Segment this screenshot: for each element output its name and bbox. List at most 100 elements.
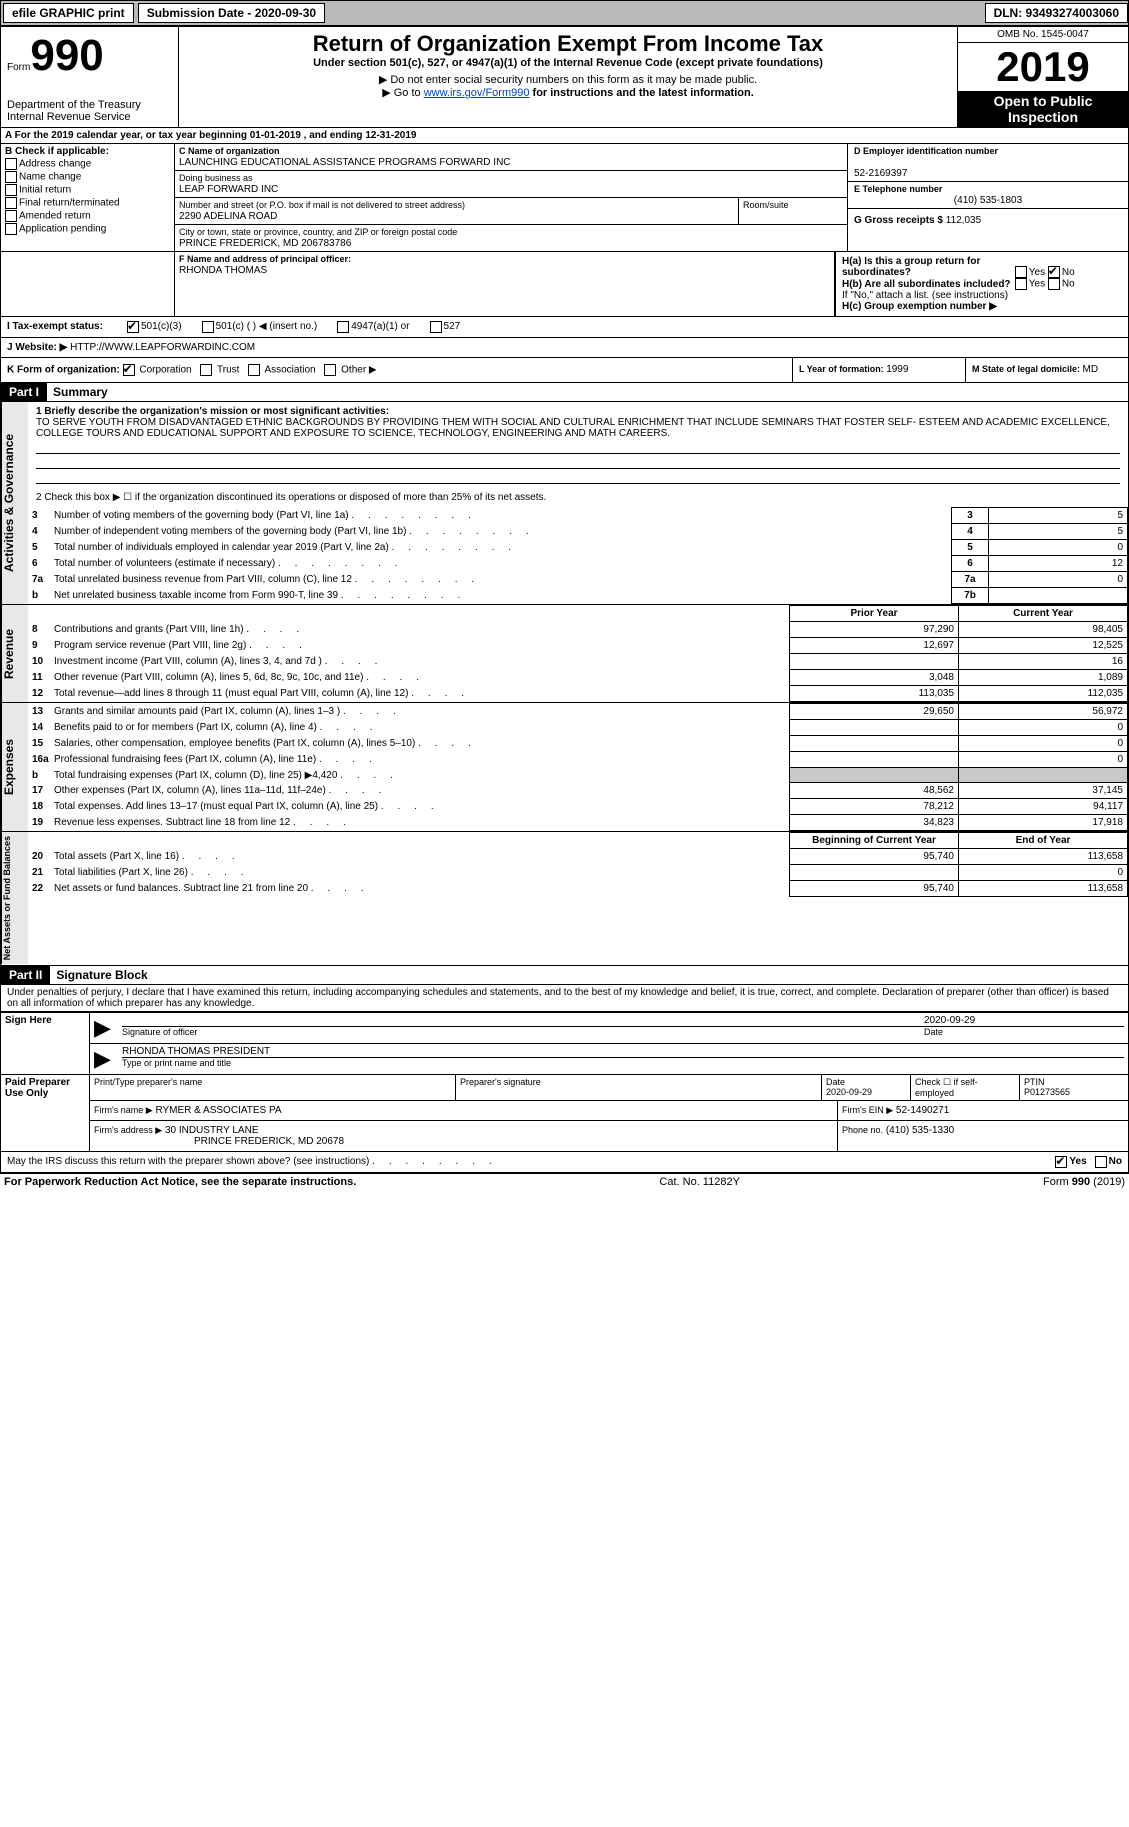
lbl-501c3: 501(c)(3) bbox=[141, 321, 182, 333]
boxk-label: K Form of organization: bbox=[7, 365, 120, 376]
cb-assoc[interactable] bbox=[248, 364, 260, 376]
footer-left: For Paperwork Reduction Act Notice, see … bbox=[4, 1176, 356, 1188]
cb-app-pending[interactable] bbox=[5, 223, 17, 235]
instructions-link[interactable]: www.irs.gov/Form990 bbox=[424, 87, 530, 99]
tax-year: 2019 bbox=[958, 43, 1128, 91]
firm-ein-value: 52-1490271 bbox=[896, 1105, 949, 1116]
discuss-label: May the IRS discuss this return with the… bbox=[7, 1156, 1055, 1168]
lbl-assoc: Association bbox=[264, 365, 315, 376]
cb-ha-yes[interactable] bbox=[1015, 266, 1027, 278]
gov-row: 7aTotal unrelated business revenue from … bbox=[28, 572, 1128, 588]
table-row: 21Total liabilities (Part X, line 26)0 bbox=[28, 865, 1128, 881]
cb-name-change[interactable] bbox=[5, 171, 17, 183]
firm-phone-label: Phone no. bbox=[842, 1125, 883, 1135]
hb-row: H(b) Are all subordinates included? Yes … bbox=[842, 278, 1122, 290]
footer-right: Form 990 (2019) bbox=[1043, 1176, 1125, 1188]
gov-table: 3Number of voting members of the governi… bbox=[28, 507, 1128, 604]
vlabel-netassets: Net Assets or Fund Balances bbox=[1, 832, 28, 964]
table-row: bTotal fundraising expenses (Part IX, co… bbox=[28, 768, 1128, 783]
gov-row: 3Number of voting members of the governi… bbox=[28, 508, 1128, 524]
officer-group-block: F Name and address of principal officer:… bbox=[0, 252, 1129, 317]
revenue-table: Prior YearCurrent Year8Contributions and… bbox=[28, 605, 1128, 702]
lbl-no: No bbox=[1062, 267, 1075, 278]
lbl-501c: 501(c) ( ) ◀ (insert no.) bbox=[216, 321, 318, 333]
cb-ha-no[interactable] bbox=[1048, 266, 1060, 278]
gross-receipts-value: 112,035 bbox=[946, 215, 981, 226]
boxj-label: J Website: ▶ bbox=[7, 342, 67, 353]
org-name: LAUNCHING EDUCATIONAL ASSISTANCE PROGRAM… bbox=[179, 157, 511, 168]
table-row: 14Benefits paid to or for members (Part … bbox=[28, 720, 1128, 736]
ptin-value: P01273565 bbox=[1024, 1087, 1070, 1097]
gov-row: bNet unrelated business taxable income f… bbox=[28, 588, 1128, 604]
paid-preparer-label: Paid Preparer Use Only bbox=[1, 1074, 90, 1151]
table-header-row: Prior YearCurrent Year bbox=[28, 606, 1128, 622]
footer: For Paperwork Reduction Act Notice, see … bbox=[0, 1173, 1129, 1190]
efile-print-button[interactable]: efile GRAPHIC print bbox=[3, 3, 134, 23]
cb-501c[interactable] bbox=[202, 321, 214, 333]
cb-527[interactable] bbox=[430, 321, 442, 333]
pp-name-label: Print/Type preparer's name bbox=[90, 1075, 456, 1100]
table-row: 16aProfessional fundraising fees (Part I… bbox=[28, 752, 1128, 768]
pp-date-value: 2020-09-29 bbox=[826, 1087, 872, 1097]
cb-hb-yes[interactable] bbox=[1015, 278, 1027, 290]
lbl-trust: Trust bbox=[217, 365, 239, 376]
cb-initial-return[interactable] bbox=[5, 184, 17, 196]
cb-corp[interactable] bbox=[123, 364, 135, 376]
klm-row: K Form of organization: Corporation Trus… bbox=[0, 358, 1129, 383]
expenses-section: Expenses 13Grants and similar amounts pa… bbox=[0, 703, 1129, 832]
cb-501c3[interactable] bbox=[127, 321, 139, 333]
boxm-label: M State of legal domicile: bbox=[972, 364, 1083, 374]
firm-addr-label: Firm's address ▶ bbox=[94, 1125, 162, 1135]
cb-hb-no[interactable] bbox=[1048, 278, 1060, 290]
part2-num: Part II bbox=[1, 966, 50, 984]
phone-value: (410) 535-1803 bbox=[854, 195, 1122, 206]
table-header-row: Beginning of Current YearEnd of Year bbox=[28, 833, 1128, 849]
table-row: 22Net assets or fund balances. Subtract … bbox=[28, 881, 1128, 897]
cb-trust[interactable] bbox=[200, 364, 212, 376]
submission-date: Submission Date - 2020-09-30 bbox=[138, 3, 325, 23]
cb-other[interactable] bbox=[324, 364, 336, 376]
applicability-block: B Check if applicable: Address change Na… bbox=[0, 144, 1129, 252]
cb-discuss-no[interactable] bbox=[1095, 1156, 1107, 1168]
dba-label: Doing business as bbox=[179, 173, 253, 183]
cb-4947[interactable] bbox=[337, 321, 349, 333]
footer-mid: Cat. No. 11282Y bbox=[659, 1176, 740, 1188]
discuss-row: May the IRS discuss this return with the… bbox=[0, 1152, 1129, 1173]
cb-final-return[interactable] bbox=[5, 197, 17, 209]
line-a-tax-year: A For the 2019 calendar year, or tax yea… bbox=[0, 128, 1129, 144]
lbl-discuss-yes: Yes bbox=[1069, 1156, 1086, 1168]
boxf-label: F Name and address of principal officer: bbox=[179, 254, 351, 264]
form-subtitle: Under section 501(c), 527, or 4947(a)(1)… bbox=[185, 57, 951, 69]
table-row: 9Program service revenue (Part VIII, lin… bbox=[28, 638, 1128, 654]
cb-amended-return[interactable] bbox=[5, 210, 17, 222]
omb-label: OMB No. 1545-0047 bbox=[958, 27, 1128, 43]
open-to-public: Open to Public Inspection bbox=[958, 91, 1128, 127]
vlabel-revenue: Revenue bbox=[1, 605, 28, 702]
table-row: 12Total revenue—add lines 8 through 11 (… bbox=[28, 686, 1128, 702]
table-row: 17Other expenses (Part IX, column (A), l… bbox=[28, 783, 1128, 799]
lbl-amended-return: Amended return bbox=[19, 211, 91, 222]
street-value: 2290 ADELINA ROAD bbox=[179, 211, 277, 222]
dept-label: Department of the Treasury Internal Reve… bbox=[7, 99, 172, 123]
netassets-section: Net Assets or Fund Balances Beginning of… bbox=[0, 832, 1129, 965]
cb-address-change[interactable] bbox=[5, 158, 17, 170]
ein-value: 52-2169397 bbox=[854, 168, 907, 179]
cb-discuss-yes[interactable] bbox=[1055, 1156, 1067, 1168]
pp-check-label: Check ☐ if self-employed bbox=[911, 1075, 1020, 1100]
form-word: Form bbox=[7, 62, 30, 73]
lbl-no2: No bbox=[1062, 279, 1075, 290]
part1-header: Part I Summary bbox=[0, 383, 1129, 402]
pp-date-label: Date bbox=[826, 1077, 845, 1087]
type-name-label: Type or print name and title bbox=[122, 1058, 1124, 1068]
lbl-address-change: Address change bbox=[19, 159, 91, 170]
street-row: Number and street (or P.O. box if mail i… bbox=[175, 197, 847, 224]
tax-exempt-row: I Tax-exempt status: 501(c)(3) 501(c) ( … bbox=[0, 317, 1129, 338]
form-header: Form990 Department of the Treasury Inter… bbox=[0, 26, 1129, 128]
table-row: 15Salaries, other compensation, employee… bbox=[28, 736, 1128, 752]
ha-row: H(a) Is this a group return for subordin… bbox=[842, 256, 1122, 278]
pp-sig-label: Preparer's signature bbox=[456, 1075, 822, 1100]
website-row: J Website: ▶ HTTP://WWW.LEAPFORWARDINC.C… bbox=[0, 338, 1129, 358]
form-number: 990 bbox=[30, 31, 103, 80]
lbl-other: Other ▶ bbox=[341, 365, 376, 376]
city-label: City or town, state or province, country… bbox=[179, 227, 457, 237]
